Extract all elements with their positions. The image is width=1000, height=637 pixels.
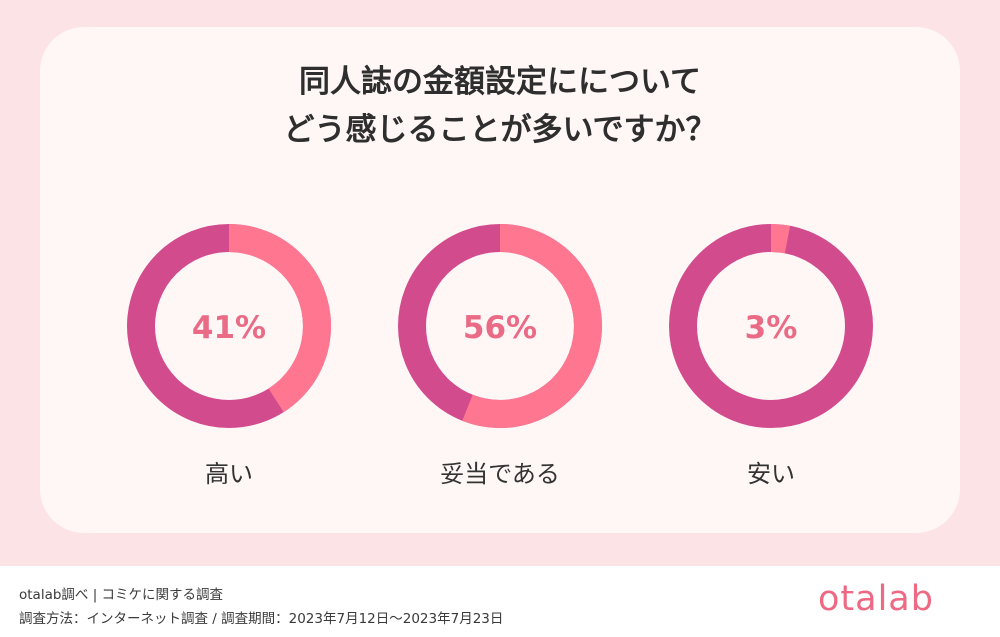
donut-value-label: 56% (463, 310, 537, 346)
donut-3: 3% 安い (669, 224, 873, 488)
donut-value-arc (669, 224, 873, 428)
donut-category-label: 妥当である (440, 460, 560, 488)
footer-source: otalab調べ | コミケに関する調査 (19, 587, 224, 603)
donut-value-label: 41% (192, 310, 266, 346)
donut-value-arc (127, 224, 331, 428)
donut-category-label: 高い (205, 460, 253, 488)
chart-title-line-1: 同人誌の金額設定にについて (298, 64, 702, 100)
donut-1: 41% 高い (127, 224, 331, 488)
chart-title-line-2: どう感じることが多いですか？ (283, 112, 717, 148)
donut-value-arc (398, 224, 602, 428)
chart-card (40, 27, 960, 533)
donut-value-label: 3% (745, 310, 798, 346)
donut-category-label: 安い (747, 460, 795, 488)
footer: otalab調べ | コミケに関する調査 調査方法：インターネット調査 / 調査… (0, 566, 1000, 637)
footer-method: 調査方法：インターネット調査 / 調査期間：2023年7月12日〜2023年7月… (19, 611, 504, 627)
otalab-logo: otalab (818, 579, 934, 619)
donut-2: 56% 妥当である (398, 224, 602, 488)
chart-title: 同人誌の金額設定にについて どう感じることが多いですか？ (0, 58, 1000, 154)
